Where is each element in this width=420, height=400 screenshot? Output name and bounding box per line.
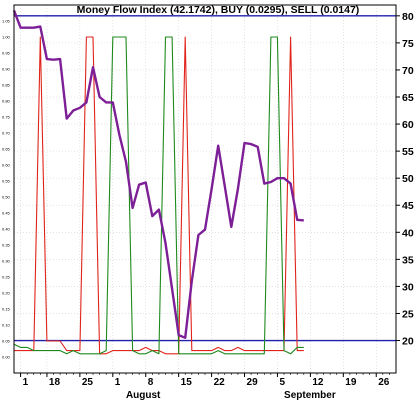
right-tick-label: 40 [402,227,414,239]
x-tick-label: 1 [115,377,121,388]
left-tick-label: 0.75 [2,115,11,120]
left-tick-label: 0.95 [2,51,11,56]
left-tick-label: 1.00 [2,35,11,40]
x-axis-ticks: 1 18 25 1 8 15 22 29 5 12 19 26 [20,373,390,388]
x-tick-label: 19 [345,377,357,388]
month-labels: August September [126,390,336,400]
left-tick-label: 0.05 [2,339,11,344]
right-tick-label: 50 [402,173,414,185]
right-tick-label: 75 [402,38,414,50]
reference-lines [14,15,396,342]
left-tick-label: 0.85 [2,83,11,88]
left-tick-label: 0.20 [2,291,11,296]
chart-title: Money Flow Index (42.1742), BUY (0.0295)… [77,4,360,16]
left-axis-ticks: 0.00 0.05 0.10 0.15 0.20 0.25 0.30 0.35 0.40 0.45… [2,19,11,360]
series-lines [12,9,304,355]
month-label: September [284,390,336,400]
right-tick-label: 30 [402,281,414,293]
right-tick-label: 20 [402,336,414,348]
right-tick-label: 65 [402,92,414,104]
left-tick-label: 0.60 [2,163,11,168]
left-tick-label: 0.45 [2,211,11,216]
x-tick-label: 1 [23,377,29,388]
x-tick-label: 8 [148,377,154,388]
x-tick-label: 25 [82,377,94,388]
left-tick-label: 1.05 [2,19,11,24]
left-tick-label: 0.15 [2,307,11,312]
x-tick-label: 18 [49,377,61,388]
right-tick-label: 70 [402,65,414,77]
right-tick-label: 35 [402,254,414,266]
left-tick-label: 0.50 [2,195,11,200]
left-tick-label: 0.35 [2,243,11,248]
right-tick-label: 60 [402,119,414,131]
x-tick-label: 22 [214,377,226,388]
right-tick-label: 80 [402,11,414,23]
x-tick-label: 29 [247,377,259,388]
left-tick-label: 0.65 [2,147,11,152]
left-tick-label: 0.40 [2,227,11,232]
series-buy-line [13,36,304,355]
right-tick-label: 45 [402,200,414,212]
left-tick-label: 0.90 [2,67,11,72]
x-tick-label: 12 [312,377,324,388]
left-tick-label: 0.80 [2,99,11,104]
x-tick-label: 5 [279,377,285,388]
x-tick-label: 15 [181,377,193,388]
series-mfi-line [12,9,304,339]
right-tick-label: 55 [402,146,414,158]
left-tick-label: 0.25 [2,275,11,280]
right-axis-ticks: 20 25 30 35 40 45 50 55 60 65 70 75 80 [396,11,414,348]
left-tick-label: 0.70 [2,131,11,136]
left-tick-label: 0.55 [2,179,11,184]
month-label: August [126,390,161,400]
x-tick-label: 26 [378,377,390,388]
left-tick-label: 0.00 [2,355,11,360]
left-tick-label: 0.30 [2,259,11,264]
right-tick-label: 25 [402,308,414,320]
left-tick-label: 0.10 [2,323,11,328]
